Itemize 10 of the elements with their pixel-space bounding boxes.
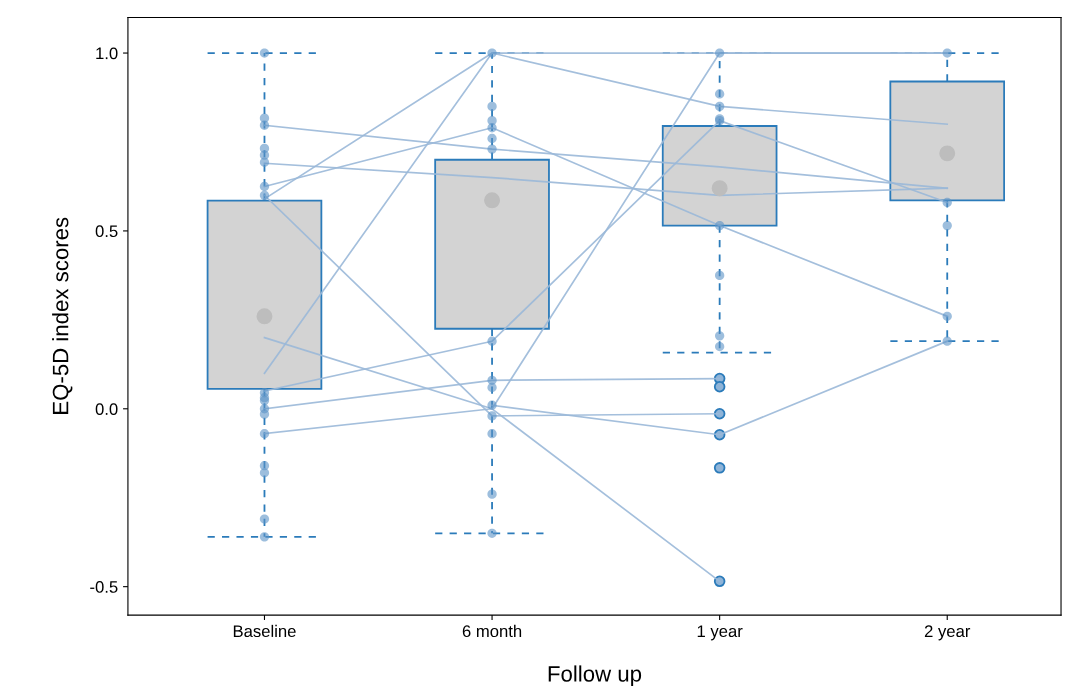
x-tick-label: 6 month bbox=[462, 624, 522, 638]
y-tick-label: 0.5 bbox=[95, 225, 118, 238]
y-tick-label: 0.0 bbox=[95, 403, 118, 415]
x-axis-title: Follow up bbox=[548, 665, 642, 687]
y-tick-label: 1.0 bbox=[96, 47, 118, 60]
y-axis-title: EQ-5D index scores bbox=[52, 217, 73, 414]
x-tick-label: 2 year bbox=[924, 625, 971, 641]
x-tick-label: Baseline bbox=[233, 624, 296, 638]
x-tick-label: 1 year bbox=[697, 625, 743, 641]
y-tick-label: -0.5 bbox=[90, 581, 118, 593]
